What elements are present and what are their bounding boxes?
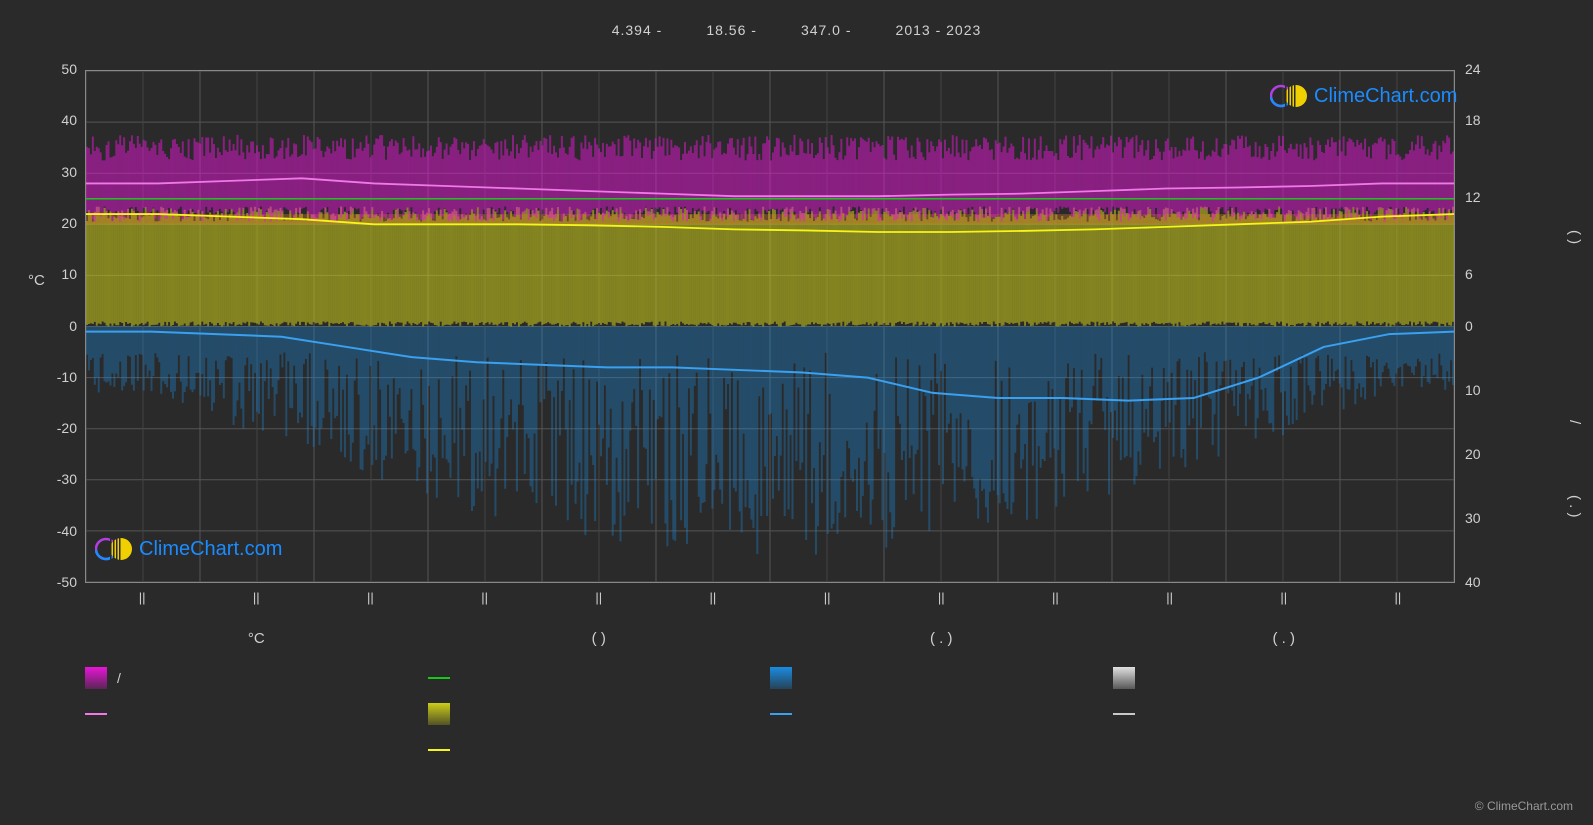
chart-header: 4.394 - 18.56 - 347.0 - 2013 - 2023 bbox=[0, 22, 1593, 38]
legend-item bbox=[428, 703, 771, 725]
legend-item bbox=[770, 667, 1113, 689]
y-right-tick-label: 12 bbox=[1465, 189, 1505, 205]
brand-logo-text: ClimeChart.com bbox=[1314, 85, 1457, 108]
legend-item bbox=[85, 739, 428, 761]
copyright-text: © ClimeChart.com bbox=[1475, 799, 1573, 813]
legend-swatch bbox=[85, 667, 107, 689]
brand-logo-bottom: ClimeChart.com bbox=[95, 535, 282, 563]
y-left-tick-label: -50 bbox=[37, 574, 77, 590]
legend-swatch bbox=[770, 713, 792, 715]
x-tick-label: || bbox=[246, 590, 266, 605]
brand-logo-top: ClimeChart.com bbox=[1270, 82, 1457, 110]
y-axis-right-title-2: / bbox=[1566, 420, 1583, 424]
x-tick-label: || bbox=[1045, 590, 1065, 605]
legend-header: ( ) bbox=[428, 630, 771, 647]
header-elev: 347.0 - bbox=[801, 22, 852, 38]
y-left-tick-label: 10 bbox=[37, 266, 77, 282]
y-right-tick-label: 0 bbox=[1465, 318, 1505, 334]
y-left-tick-label: 20 bbox=[37, 215, 77, 231]
y-right-tick-label: 40 bbox=[1465, 574, 1505, 590]
y-left-tick-label: -30 bbox=[37, 471, 77, 487]
y-left-tick-label: 50 bbox=[37, 61, 77, 77]
legend-header: °C bbox=[85, 630, 428, 647]
x-tick-label: || bbox=[132, 590, 152, 605]
header-lat: 4.394 - bbox=[612, 22, 663, 38]
x-tick-label: || bbox=[817, 590, 837, 605]
x-tick-label: || bbox=[360, 590, 380, 605]
legend-swatch bbox=[770, 667, 792, 689]
legend-header: ( . ) bbox=[770, 630, 1113, 647]
y-left-tick-label: -40 bbox=[37, 523, 77, 539]
x-tick-label: || bbox=[1160, 590, 1180, 605]
legend-swatch bbox=[428, 749, 450, 751]
y-right-tick-label: 24 bbox=[1465, 61, 1505, 77]
header-lon: 18.56 - bbox=[706, 22, 757, 38]
x-tick-label: || bbox=[703, 590, 723, 605]
legend-swatch bbox=[428, 677, 450, 679]
brand-logo-text: ClimeChart.com bbox=[139, 538, 282, 561]
legend-label: / bbox=[117, 670, 121, 686]
y-right-tick-label: 30 bbox=[1465, 510, 1505, 526]
legend-swatch bbox=[85, 713, 107, 715]
legend-item bbox=[770, 703, 1113, 725]
y-left-tick-label: -20 bbox=[37, 420, 77, 436]
legend-headers: °C ( ) ( . ) ( . ) bbox=[85, 630, 1455, 647]
y-left-tick-label: -10 bbox=[37, 369, 77, 385]
chart-canvas bbox=[86, 71, 1454, 582]
x-tick-label: || bbox=[931, 590, 951, 605]
legend-item bbox=[85, 703, 428, 725]
brand-logo-icon bbox=[1270, 82, 1308, 110]
y-right-tick-label: 6 bbox=[1465, 266, 1505, 282]
legend-item bbox=[1113, 703, 1456, 725]
y-right-tick-label: 10 bbox=[1465, 382, 1505, 398]
x-tick-label: || bbox=[475, 590, 495, 605]
legend-swatch bbox=[1113, 713, 1135, 715]
x-tick-label: || bbox=[1274, 590, 1294, 605]
x-tick-label: || bbox=[589, 590, 609, 605]
x-tick-label: || bbox=[1388, 590, 1408, 605]
y-left-tick-label: 30 bbox=[37, 164, 77, 180]
y-axis-right-title-3: ( . ) bbox=[1566, 495, 1583, 518]
legend: °C ( ) ( . ) ( . ) / bbox=[85, 630, 1455, 775]
legend-item bbox=[428, 739, 771, 761]
y-left-tick-label: 40 bbox=[37, 112, 77, 128]
plot-area bbox=[85, 70, 1455, 583]
brand-logo-icon bbox=[95, 535, 133, 563]
y-right-tick-label: 18 bbox=[1465, 112, 1505, 128]
legend-item: / bbox=[85, 667, 428, 689]
legend-item bbox=[1113, 667, 1456, 689]
legend-header: ( . ) bbox=[1113, 630, 1456, 647]
y-axis-right-title-1: ( ) bbox=[1566, 230, 1583, 244]
y-left-tick-label: 0 bbox=[37, 318, 77, 334]
legend-item bbox=[428, 667, 771, 689]
header-years: 2013 - 2023 bbox=[896, 22, 982, 38]
legend-swatch bbox=[1113, 667, 1135, 689]
y-right-tick-label: 20 bbox=[1465, 446, 1505, 462]
legend-swatch bbox=[428, 703, 450, 725]
